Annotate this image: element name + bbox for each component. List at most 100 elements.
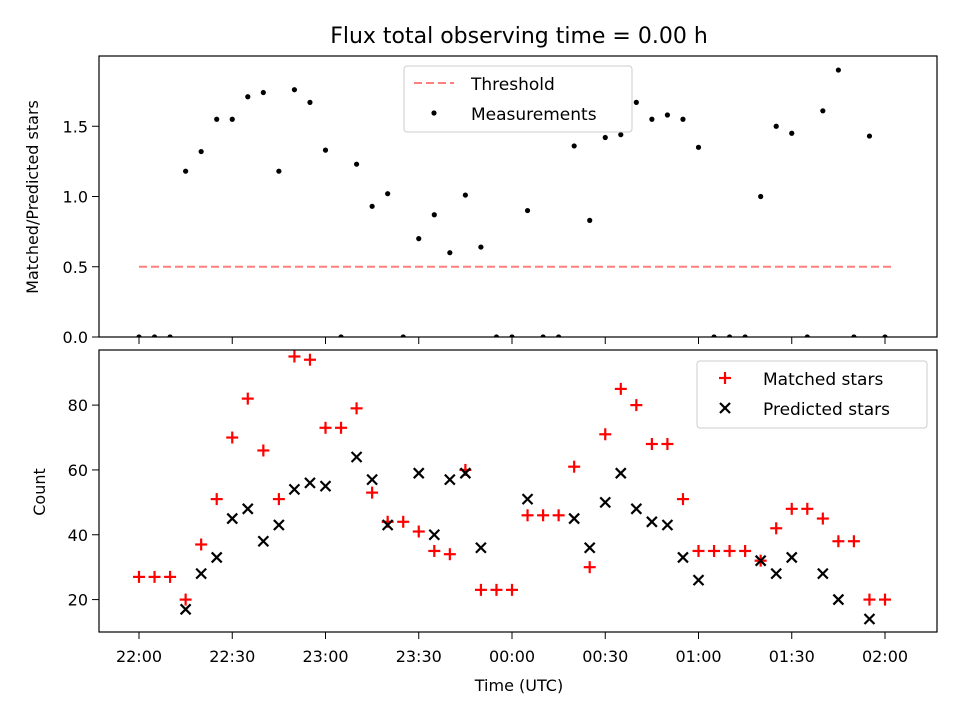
measurement-point [726,334,733,337]
measurement-point [509,334,515,337]
measurement-point [385,191,391,197]
matched-star-point [692,544,705,557]
matched-star-point [350,402,363,415]
count-y-axis-label: Count [30,468,49,516]
measurement-point [167,334,173,337]
matched-star-point [832,535,845,548]
measurement-point [136,334,142,337]
predicted-star-point [770,567,782,580]
predicted-star-point [273,519,285,531]
measurement-point [742,334,748,337]
matched-star-point [723,544,736,557]
measurement-point [649,116,655,122]
predicted-star-point [521,493,534,505]
ratio-legend: Threshold Measurements [403,65,633,133]
predicted-star-point [319,480,332,492]
matched-star-point [630,399,643,412]
measurement-point [866,133,873,139]
matched-star-point [474,583,487,596]
count-y-tick-label: 60 [68,461,88,480]
measurement-point [353,161,360,167]
measurement-point [416,236,422,242]
matched-star-point [366,486,379,499]
count-x-tick-label: 22:00 [116,647,162,666]
ratio-legend-box [403,65,633,133]
predicted-star-point [568,512,580,525]
legend-measurements-label: Measurements [471,105,597,125]
predicted-star-point [350,451,363,463]
measurement-point [680,116,686,122]
count-x-tick-label: 01:00 [675,647,721,666]
measurement-point [229,116,235,122]
matched-star-point [288,350,301,363]
ratio-y-axis-label: Matched/Predicted stars [23,100,42,294]
measurement-point [447,250,453,256]
matched-star-point [785,502,798,515]
matched-star-point [195,538,208,551]
predicted-star-point [817,567,829,580]
measurement-point [214,116,220,122]
matched-star-point [708,544,721,557]
predicted-star-point [599,496,612,509]
predicted-star-point [257,535,270,548]
matched-star-point [863,593,876,606]
measurement-point [804,334,810,337]
count-x-tick-label: 22:30 [209,647,255,666]
measurement-point [276,168,282,174]
matched-star-point [319,421,332,434]
ratio-axes-frame [98,55,938,338]
matched-star-point [164,570,177,583]
matched-star-point [599,428,612,441]
matched-star-point [661,438,674,450]
measurement-point [400,334,406,337]
measurement-point [633,99,639,105]
ratio-panel: Flux total observing time = 0.00 h 0.00.… [23,24,938,347]
predicted-star-point [381,519,394,531]
ratio-y-tick-label: 0.5 [63,258,88,277]
time-x-axis-label: Time (UTC) [474,676,563,695]
matched-star-point [133,570,145,583]
matched-star-point [148,570,161,583]
chart-title: Flux total observing time = 0.00 h [330,24,708,49]
legend-matched-swatch [719,372,731,384]
predicted-star-point [692,574,705,586]
measurement-point [835,67,841,73]
matched-star-point [568,460,581,473]
measurement-point [882,334,888,337]
count-axes-frame [98,349,938,633]
predicted-star-point [412,467,425,479]
measurement-point [322,147,329,153]
matched-star-point [335,421,348,434]
matched-star-point [583,561,596,574]
predicted-star-point [428,528,441,541]
measurement-point [462,192,468,198]
measurement-point [493,334,500,337]
matched-star-point [770,522,783,535]
legend-measurements-swatch [431,110,437,116]
predicted-star-point [785,551,798,564]
matched-star-point [552,509,565,522]
matched-star-point [676,493,689,506]
count-x-tick-label: 23:30 [396,647,442,666]
measurement-point [711,334,717,337]
predicted-star-point [226,512,239,525]
ratio-y-tick-label: 1.0 [63,188,88,207]
count-y-tick-label: 20 [68,591,88,610]
count-legend-box [696,360,928,429]
predicted-star-point [475,541,487,554]
count-y-tick-label: 80 [68,396,88,415]
count-x-tick-label: 01:30 [769,647,815,666]
measurement-point [789,130,795,136]
matched-star-point [847,535,860,548]
predicted-star-point [615,467,627,479]
measurement-point [291,87,298,93]
matched-star-point [506,583,518,596]
measurement-point [571,143,577,149]
matched-star-point [210,493,223,506]
measurement-point [540,334,546,337]
matched-star-point [801,502,814,515]
predicted-star-point [661,519,674,531]
measurement-point [307,99,313,105]
matched-star-point [412,525,425,538]
count-x-tick-label: 00:00 [489,647,535,666]
